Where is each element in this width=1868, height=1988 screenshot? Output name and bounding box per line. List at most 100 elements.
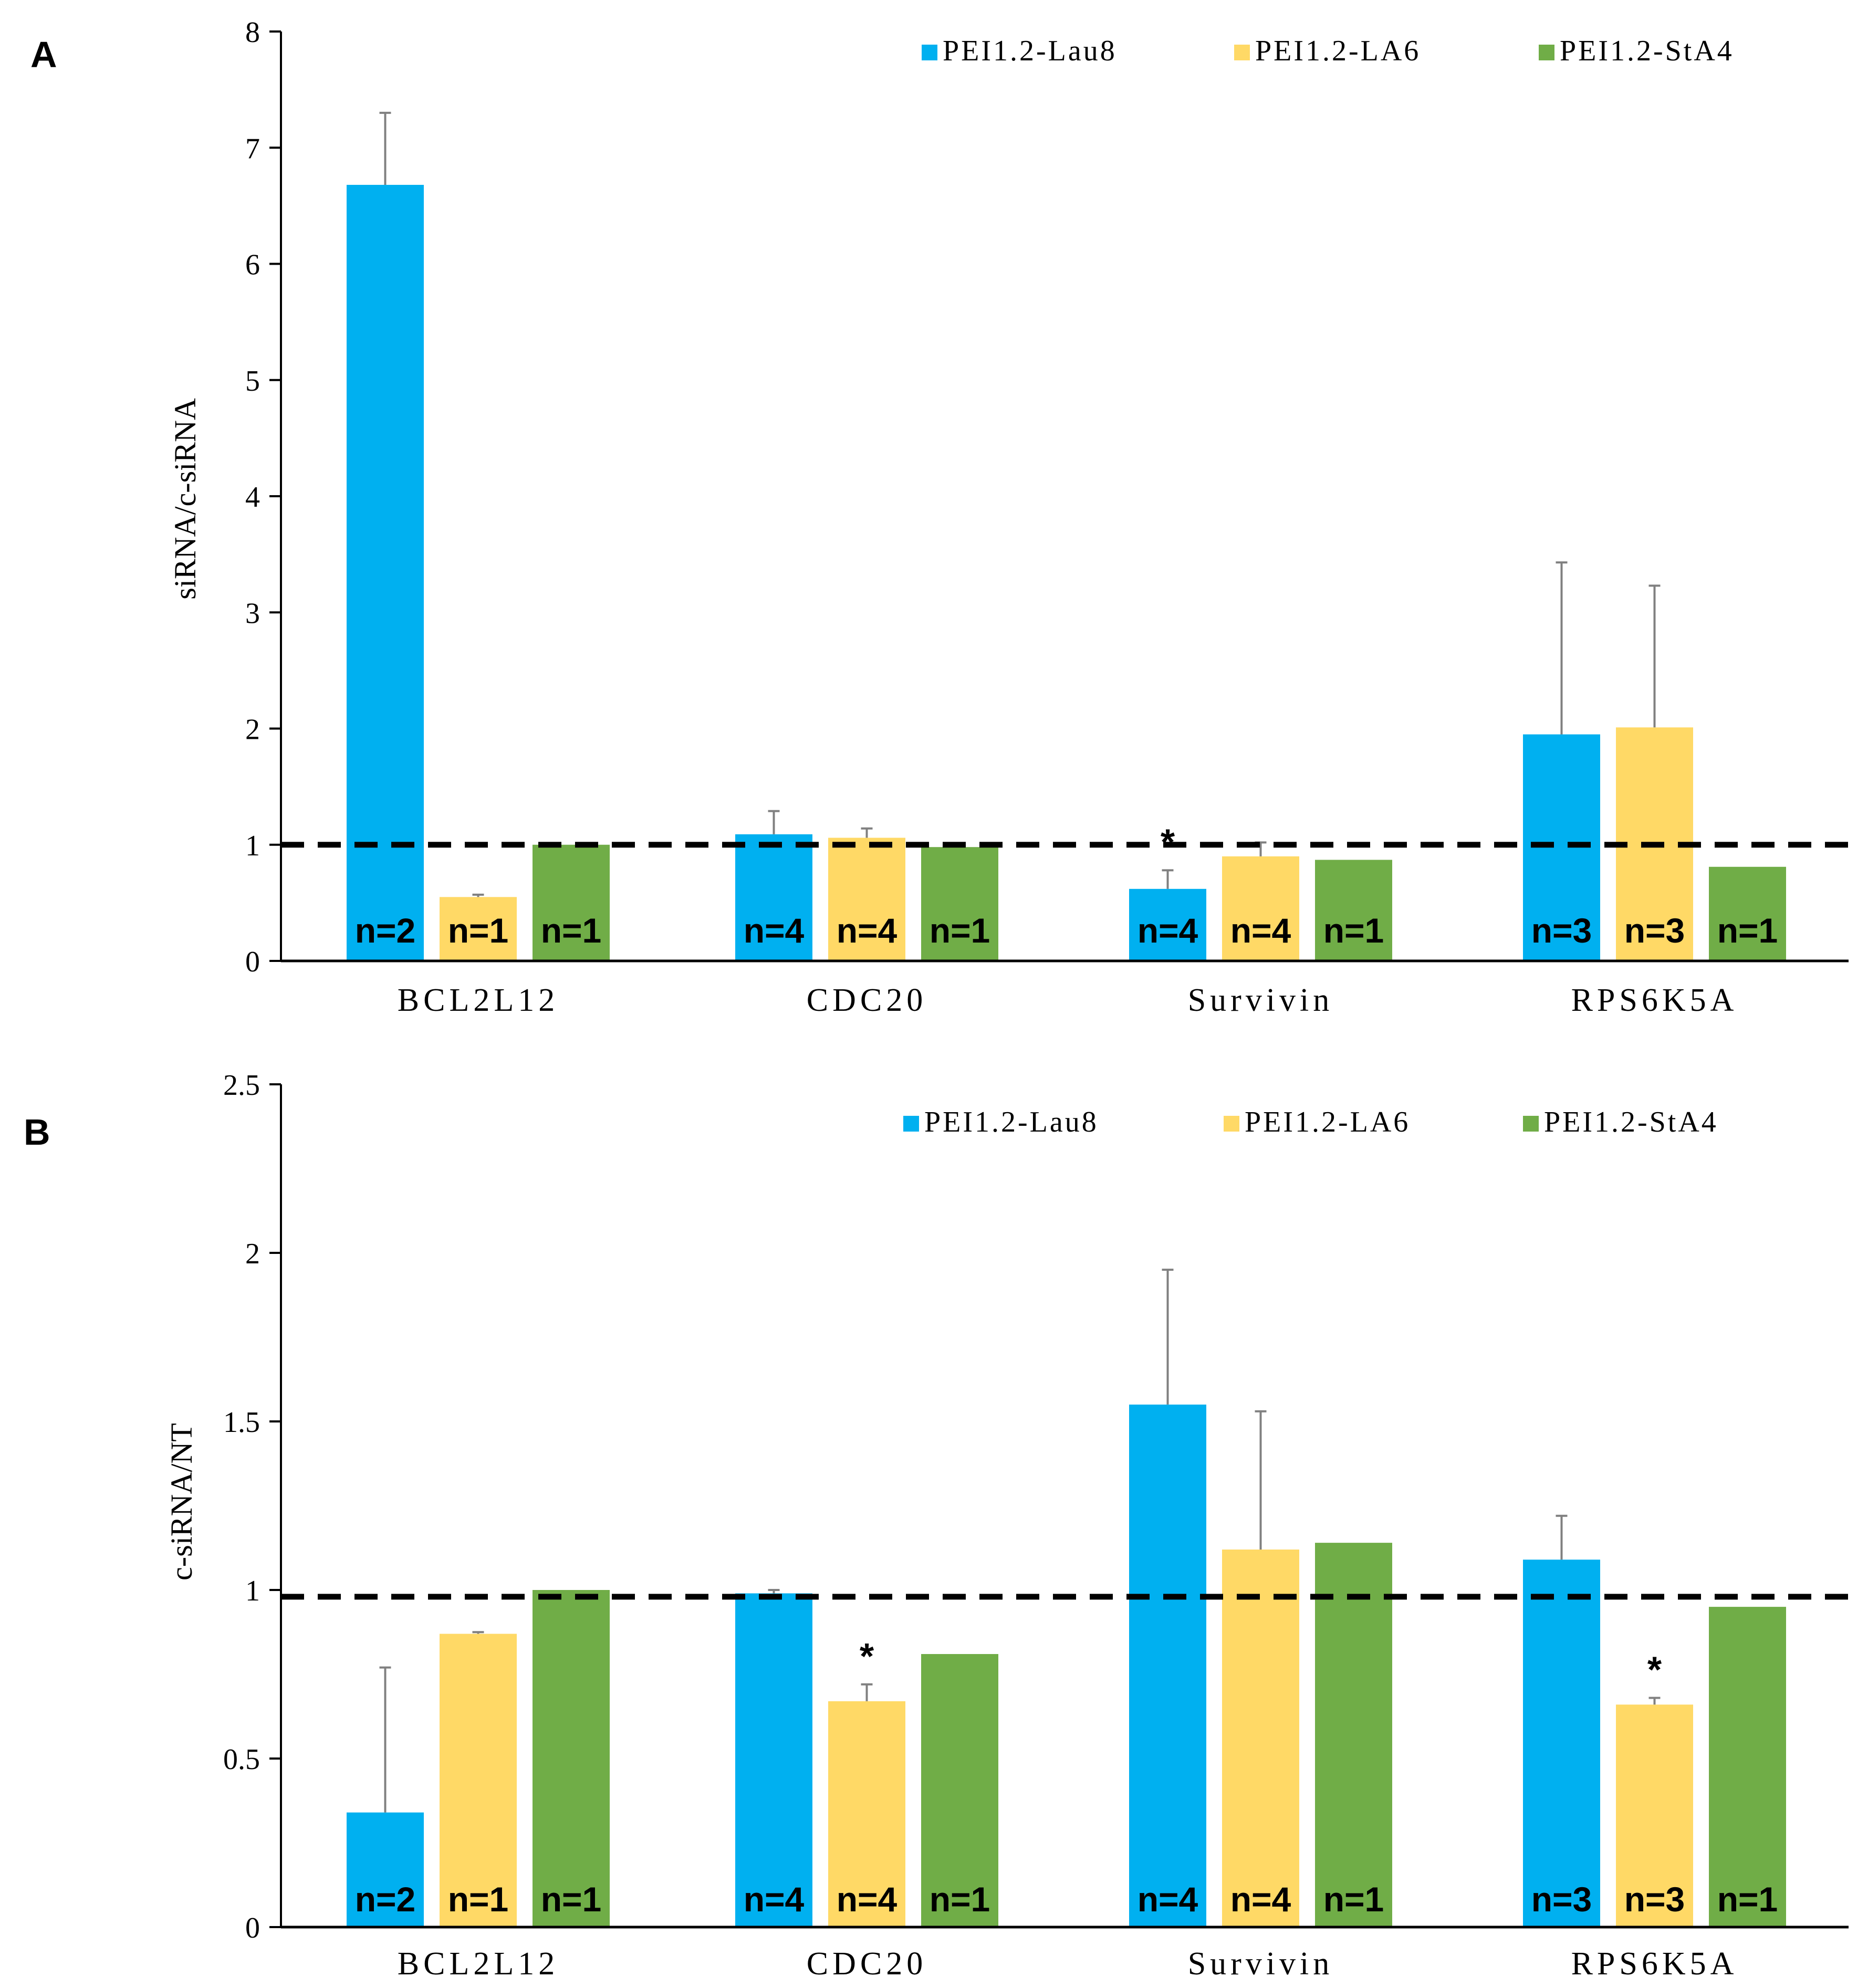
panel-b-legend-label-pei1-2-la6: PEI1.2-LA6 (1245, 1106, 1410, 1138)
panel-b-bar-cdc20-pei1-2-sta4 (921, 1654, 998, 1927)
panel-b-n-label-cdc20-pei1-2-lau8: n=4 (744, 1880, 805, 1919)
panel-b-legend-label-pei1-2-sta4: PEI1.2-StA4 (1544, 1106, 1718, 1138)
panel-a-y-tick-label: 2 (245, 714, 260, 746)
panel-a-y-axis-label: siRNA/c-siRNA (168, 398, 202, 600)
panel-a-n-label-survivin-pei1-2-la6: n=4 (1230, 911, 1291, 950)
panel-b-n-label-bcl2l12-pei1-2-la6: n=1 (448, 1880, 509, 1919)
panel-a-legend-swatch-pei1-2-lau8 (922, 45, 937, 60)
panel-b-legend: PEI1.2-Lau8 PEI1.2-LA6 PEI1.2-StA4 (903, 1106, 1718, 1138)
panel-a-y-tick-label: 0 (245, 946, 260, 978)
panel-a-legend-label-pei1-2-la6: PEI1.2-LA6 (1255, 35, 1421, 67)
panel-a-n-label-bcl2l12-pei1-2-la6: n=1 (448, 911, 509, 950)
panel-b-n-label-cdc20-pei1-2-sta4: n=1 (930, 1880, 990, 1919)
panel-a-legend-label-pei1-2-sta4: PEI1.2-StA4 (1560, 35, 1734, 67)
panel-b-bar-rps6k5a-pei1-2-lau8 (1523, 1560, 1600, 1927)
panel-b-y-axis-label: c-siRNA/NT (164, 1423, 199, 1581)
panel-b-legend-swatch-pei1-2-sta4 (1523, 1116, 1539, 1132)
panel-a-legend-label-pei1-2-lau8: PEI1.2-Lau8 (943, 35, 1117, 67)
panel-a-y-tick-label: 6 (245, 249, 260, 281)
panel-a-n-label-cdc20-pei1-2-sta4: n=1 (930, 911, 990, 950)
panel-a-category-labels: BCL2L12 CDC20 Survivin RPS6K5A (398, 982, 1738, 1018)
panel-a-bar-survivin-pei1-2-sta4 (1315, 860, 1392, 961)
panel-a-y-tick-label: 4 (245, 481, 260, 514)
panel-b-category-label-cdc20: CDC20 (807, 1946, 927, 1982)
panel-b-n-label-cdc20-pei1-2-la6: n=4 (837, 1880, 898, 1919)
panel-b-y-tick-label: 2 (245, 1238, 260, 1270)
panel-a-bar-bcl2l12-pei1-2-lau8 (347, 185, 424, 961)
panel-a-legend: PEI1.2-Lau8 PEI1.2-LA6 PEI1.2-StA4 (922, 35, 1734, 67)
panel-b-legend-label-pei1-2-lau8: PEI1.2-Lau8 (924, 1106, 1099, 1138)
panel-a-y-tick-label: 1 (245, 830, 260, 862)
panel-b-bar-cdc20-pei1-2-la6 (828, 1701, 905, 1927)
panel-a-bar-cdc20-pei1-2-sta4 (921, 847, 998, 961)
panel-b-category-label-rps6k5a: RPS6K5A (1571, 1946, 1738, 1982)
panel-a-bar-cdc20-pei1-2-lau8 (735, 834, 812, 961)
panel-a-legend-swatch-pei1-2-sta4 (1539, 45, 1554, 60)
panel-a-label: A (30, 34, 57, 75)
panel-a-n-label-rps6k5a-pei1-2-sta4: n=1 (1717, 911, 1778, 950)
panel-b-bar-bcl2l12-pei1-2-sta4 (533, 1590, 610, 1927)
panel-b-significance-star-rps6k5a: * (1647, 1649, 1662, 1690)
panel-a-bar-survivin-pei1-2-lau8 (1129, 888, 1206, 961)
panel-a-n-label-bcl2l12-pei1-2-sta4: n=1 (541, 911, 602, 950)
panel-b-n-label-rps6k5a-pei1-2-sta4: n=1 (1717, 1880, 1778, 1919)
panel-a-bar-bcl2l12-pei1-2-sta4 (533, 844, 610, 961)
panel-a-bars (347, 185, 1786, 961)
panel-a-bar-rps6k5a-pei1-2-lau8 (1523, 734, 1600, 961)
panel-a-n-labels: n=2 n=1 n=1 n=4 n=4 n=1 n=4 n=4 n=1 n=3 n=3 n=1 (355, 911, 1778, 950)
panel-b-bar-rps6k5a-pei1-2-sta4 (1709, 1607, 1786, 1927)
panel-a-bar-survivin-pei1-2-la6 (1222, 856, 1299, 961)
panel-a-n-label-rps6k5a-pei1-2-lau8: n=3 (1531, 911, 1592, 950)
panel-a-bar-cdc20-pei1-2-la6 (828, 838, 905, 961)
panel-b-y-tick-label: 0.5 (223, 1743, 260, 1776)
panel-a-n-label-cdc20-pei1-2-lau8: n=4 (744, 911, 805, 950)
panel-b-n-label-rps6k5a-pei1-2-lau8: n=3 (1531, 1880, 1592, 1919)
panel-b-y-axis-ticks: 0 0.5 1 1.5 2 2.5 (223, 1069, 281, 1944)
panel-b-n-label-rps6k5a-pei1-2-la6: n=3 (1624, 1880, 1685, 1919)
panel-a-n-label-cdc20-pei1-2-la6: n=4 (837, 911, 898, 950)
panel-b-bar-survivin-pei1-2-la6 (1222, 1549, 1299, 1927)
panel-b-category-labels: BCL2L12 CDC20 Survivin RPS6K5A (398, 1946, 1738, 1982)
panel-a-error-bars (379, 111, 1661, 897)
panel-b-n-label-survivin-pei1-2-la6: n=4 (1230, 1880, 1291, 1919)
panel-b-bar-bcl2l12-pei1-2-lau8 (347, 1812, 424, 1927)
panel-b-legend-swatch-pei1-2-lau8 (903, 1116, 919, 1132)
panel-a-category-label-cdc20: CDC20 (807, 982, 927, 1018)
panel-a-y-axis-ticks: 0 1 2 3 4 5 6 7 8 (245, 16, 281, 978)
panel-b-bar-survivin-pei1-2-lau8 (1129, 1404, 1206, 1927)
panel-b-category-label-bcl2l12: BCL2L12 (398, 1946, 559, 1982)
panel-b-chart: B c-siRNA/NT PEI1.2-Lau8 PEI1.2-LA6 PEI1.2… (24, 1069, 1849, 1982)
panel-a-n-label-rps6k5a-pei1-2-la6: n=3 (1624, 911, 1685, 950)
panel-b-bar-rps6k5a-pei1-2-la6 (1616, 1704, 1693, 1927)
panel-a-category-label-bcl2l12: BCL2L12 (398, 982, 559, 1018)
panel-a-y-tick-label: 8 (245, 16, 260, 49)
panel-b-y-tick-label: 1 (245, 1575, 260, 1607)
panel-b-bar-cdc20-pei1-2-lau8 (735, 1593, 812, 1927)
panel-b-significance-star-cdc20: * (860, 1636, 874, 1677)
panel-b-error-bars (379, 1269, 1661, 1813)
panel-a-category-label-rps6k5a: RPS6K5A (1571, 982, 1738, 1018)
panel-b-n-label-survivin-pei1-2-lau8: n=4 (1138, 1880, 1198, 1919)
panel-a-n-label-survivin-pei1-2-sta4: n=1 (1323, 911, 1384, 950)
panel-b-legend-swatch-pei1-2-la6 (1224, 1116, 1239, 1132)
panel-a-n-label-bcl2l12-pei1-2-lau8: n=2 (355, 911, 416, 950)
panel-a-y-tick-label: 3 (245, 597, 260, 630)
panel-b-y-tick-label: 2.5 (223, 1069, 260, 1102)
panel-a-bar-rps6k5a-pei1-2-sta4 (1709, 866, 1786, 961)
panel-b-category-label-survivin: Survivin (1188, 1946, 1334, 1982)
panel-b-y-tick-label: 0 (245, 1912, 260, 1944)
panel-a-n-label-survivin-pei1-2-lau8: n=4 (1138, 911, 1198, 950)
panel-b-n-labels: n=2 n=1 n=1 n=4 n=4 n=1 n=4 n=4 n=1 n=3 n=3 n=1 (355, 1880, 1778, 1919)
panel-b-label: B (24, 1112, 50, 1153)
panel-a-y-tick-label: 7 (245, 132, 260, 165)
panel-b-n-label-bcl2l12-pei1-2-sta4: n=1 (541, 1880, 602, 1919)
panel-a-bar-bcl2l12-pei1-2-la6 (440, 897, 517, 961)
panel-a-category-label-survivin: Survivin (1188, 982, 1334, 1018)
panel-a-chart: A siRNA/c-siRNA PEI1.2-Lau8 PEI1.2-LA6 PEI… (30, 16, 1849, 1018)
panel-b-n-label-bcl2l12-pei1-2-lau8: n=2 (355, 1880, 416, 1919)
panel-b-y-tick-label: 1.5 (223, 1406, 260, 1439)
panel-a-y-tick-label: 5 (245, 365, 260, 397)
panel-b-n-label-survivin-pei1-2-sta4: n=1 (1323, 1880, 1384, 1919)
panel-b-bars (347, 1404, 1786, 1927)
